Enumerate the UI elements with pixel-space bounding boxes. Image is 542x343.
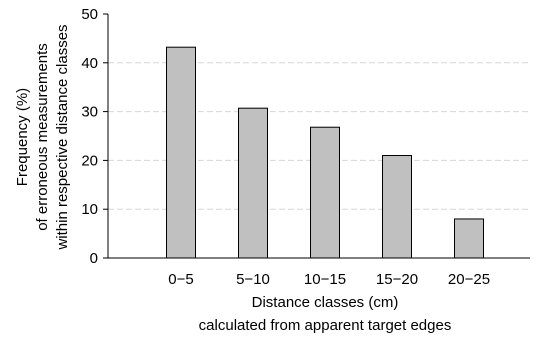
x-tick-label-4: 15−20 — [376, 271, 418, 288]
y-tick-label-30: 30 — [81, 104, 98, 121]
bar-4 — [382, 155, 412, 259]
x-axis-ticks: 0−5 5−10 10−15 15−20 20−25 — [168, 271, 490, 288]
y-tick-label-50: 50 — [81, 6, 98, 23]
x-tick-label-5: 20−25 — [448, 271, 490, 288]
y-axis-title-line-2: of erroneous measurements — [34, 43, 51, 231]
x-axis-title-line-2: calculated from apparent target edges — [199, 317, 452, 334]
y-axis-title-line-1: Frequency (%) — [14, 88, 31, 186]
x-tick-label-2: 5−10 — [236, 271, 270, 288]
bar-5 — [454, 218, 484, 259]
bar-3 — [310, 126, 340, 259]
y-tick-label-10: 10 — [81, 201, 98, 218]
bar-2 — [238, 107, 268, 259]
bars — [166, 46, 484, 259]
x-tick-label-3: 10−15 — [304, 271, 346, 288]
y-tick-label-0: 0 — [90, 250, 98, 267]
y-tick-label-40: 40 — [81, 55, 98, 72]
y-tick-label-20: 20 — [81, 152, 98, 169]
y-axis-title-line-3: within respective distance classes — [54, 24, 71, 250]
y-axis-ticks: 0 10 20 30 40 50 — [81, 6, 108, 267]
bar-1 — [166, 46, 196, 259]
x-tick-label-1: 0−5 — [168, 271, 193, 288]
axes — [107, 14, 530, 259]
x-axis-title-line-1: Distance classes (cm) — [252, 294, 399, 311]
x-axis-title: Distance classes (cm) calculated from ap… — [199, 294, 452, 334]
y-axis-title: Frequency (%) of erroneous measurements … — [14, 24, 71, 250]
